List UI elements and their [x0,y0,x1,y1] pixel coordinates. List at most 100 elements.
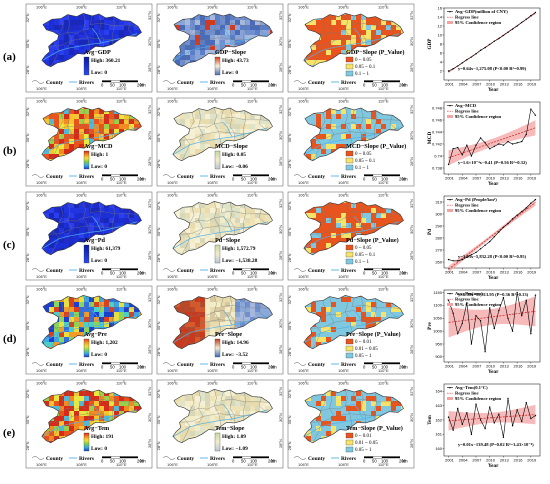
raster-cell [240,228,246,234]
row-label: (a) [3,51,16,63]
pvalue-cell [376,307,382,313]
raster-cell [205,223,211,229]
pvalue-cell [311,45,317,51]
raster-cell [94,124,100,130]
pvalue-cell [316,40,322,46]
colorbar-low-label: Low: 0 [222,70,238,76]
raster-cell [114,312,120,318]
county-boundary [329,14,335,48]
raster-cell [124,396,130,402]
pvalue-cell [351,25,357,31]
pvalue-cell [341,208,347,214]
pvalue-cell [341,50,347,56]
raster-cell [215,129,221,135]
raster-cell [84,139,90,145]
lon-tick-label: 108°E [207,381,218,386]
county-boundary [198,14,204,48]
raster-cell [74,114,80,120]
pvalue-legend-label: 0.05 ~ 0.1 [355,65,376,70]
pvalue-cell [351,129,357,135]
raster-cell [84,45,90,51]
pvalue-cell [311,119,317,125]
raster-cell [79,203,85,209]
pvalue-cell [321,238,327,244]
raster-cell [190,233,196,239]
raster-cell [54,248,60,254]
raster-cell [185,248,191,254]
raster-cell [129,396,135,402]
raster-cell [235,25,241,31]
pvalue-cell [361,124,367,130]
pvalue-cell [366,25,372,31]
raster-cell [94,228,100,234]
pvalue-cell [391,114,397,120]
raster-cell [245,312,251,318]
colorbar-high-label: High: 191 [91,434,114,440]
raster-cell [235,35,241,41]
pvalue-cell [361,114,367,120]
raster-cell [104,134,110,140]
lat-tick-label: 30°N [156,39,161,48]
pvalue-cell [306,248,312,254]
lat-tick-label: 32°N [278,11,283,20]
river-legend-label: Rivers [210,362,225,368]
raster-cell [79,421,85,427]
raster-cell [215,40,221,46]
raster-cell [215,119,221,125]
raster-cell [250,208,256,214]
raster-cell [195,233,201,239]
lon-tick-label: 108°E [76,5,87,10]
pvalue-cell [341,119,347,125]
raster-cell [74,124,80,130]
raster-cell [119,35,125,41]
pvalue-cell [311,139,317,145]
pvalue-cell [356,312,362,318]
raster-cell [190,134,196,140]
pvalue-cell [386,307,392,313]
pvalue-cell [311,154,317,160]
scale-label: 200 [268,271,276,276]
river [222,28,233,44]
pvalue-cell [311,347,317,349]
raster-cell [84,114,90,120]
raster-cell [215,312,221,318]
raster-cell [195,297,201,303]
raster-cell [195,40,201,46]
raster-cell [59,40,65,46]
raster-cell [64,213,70,219]
raster-cell [44,119,50,125]
raster-cell [114,406,120,412]
raster-cell [250,124,256,130]
raster-cell [225,401,231,407]
lat-tick-label: 28°N [147,251,152,260]
raster-cell [200,109,206,115]
raster-cell [215,297,221,303]
pvalue-cell [336,322,342,328]
raster-cell [114,302,120,308]
raster-cell [64,337,70,343]
lat-tick-label: 32°N [409,105,414,114]
county-legend-label: County [46,80,63,86]
pvalue-cell [341,327,347,333]
colorbar-low-label: Low: −0.06 [222,164,248,170]
pvalue-cell [341,134,347,140]
raster-cell [59,327,65,333]
raster-cell [109,20,115,26]
raster-cell [210,50,216,56]
map-title: Avg−GDP [84,49,111,56]
raster-cell [64,243,70,249]
raster-cell [59,401,65,407]
county-boundary [351,203,401,215]
lon-tick-label: 106°E [167,193,178,198]
county-boundary [181,136,190,161]
county-boundary [189,216,224,224]
pvalue-legend-label: 0.1 ~ 1 [355,166,369,171]
raster-cell [220,223,226,229]
raster-cell [180,302,186,308]
raster-cell [195,139,201,145]
raster-cell [109,208,115,214]
raster-cell [190,396,196,402]
raster-cell [225,15,231,21]
raster-cell [74,15,80,21]
